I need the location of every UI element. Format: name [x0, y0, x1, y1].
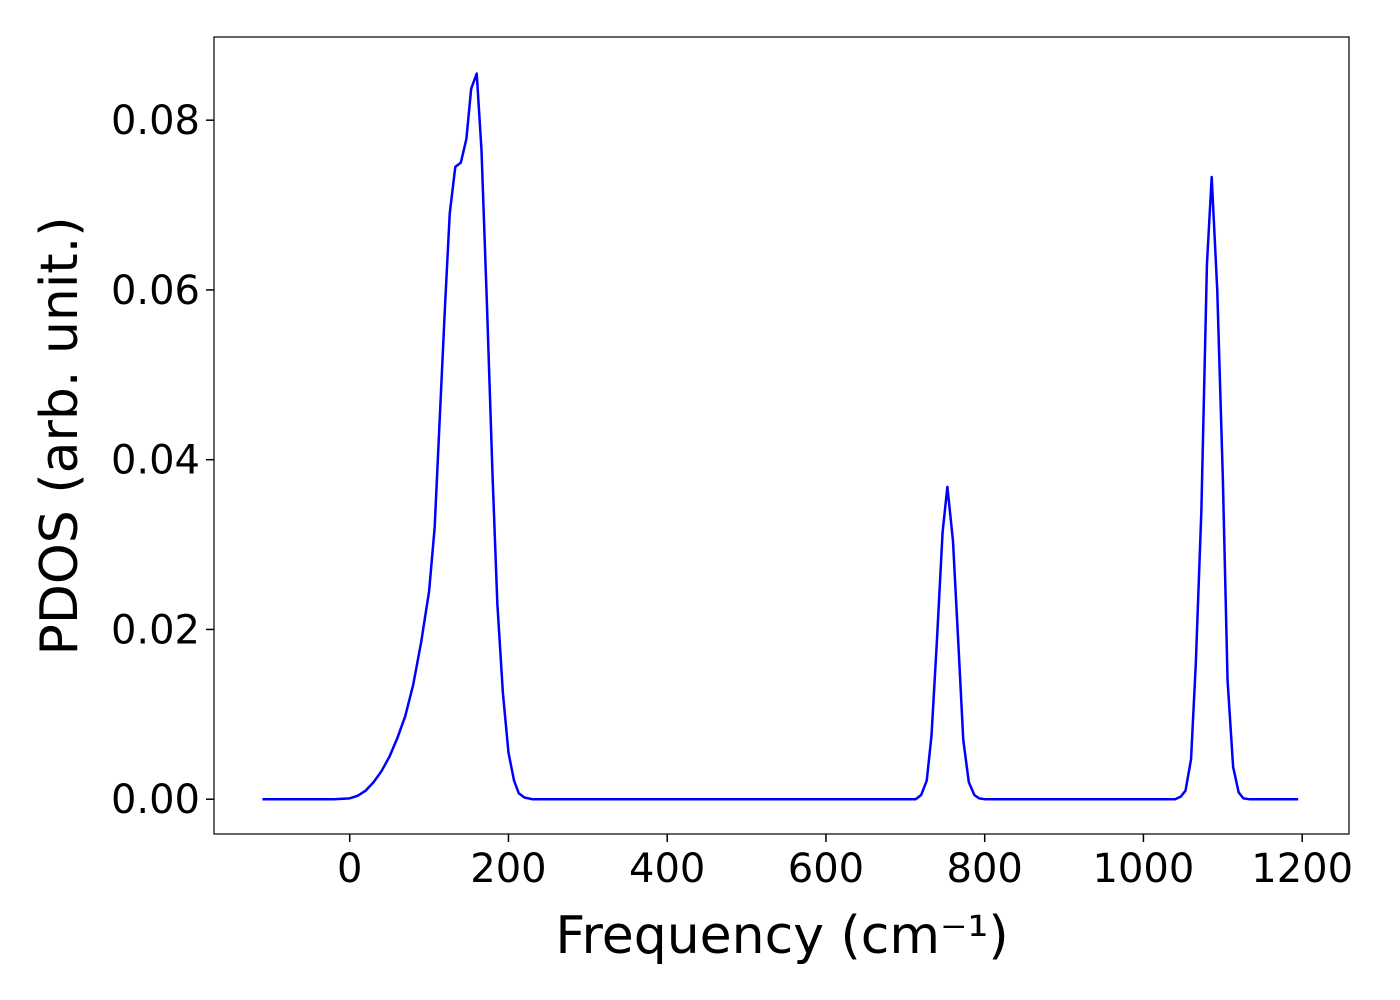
x-tick-label: 1000	[1093, 846, 1195, 892]
y-tick-label: 0.06	[111, 268, 200, 314]
x-axis-label: Frequency (cm⁻¹)	[555, 906, 1008, 966]
x-tick-label: 400	[629, 846, 705, 892]
x-tick-label: 600	[788, 846, 864, 892]
y-tick-label: 0.00	[111, 777, 200, 823]
x-tick-label: 0	[337, 846, 362, 892]
y-tick-label: 0.08	[111, 98, 200, 144]
x-tick-label: 1200	[1251, 846, 1353, 892]
y-axis-label: PDOS (arb. unit.)	[30, 216, 90, 655]
plot-frame	[213, 36, 1350, 835]
y-tick-label: 0.02	[111, 607, 200, 653]
y-tick-label: 0.04	[111, 438, 200, 484]
x-tick-label: 200	[470, 846, 546, 892]
x-tick-label: 800	[947, 846, 1023, 892]
data-line	[262, 72, 1299, 801]
